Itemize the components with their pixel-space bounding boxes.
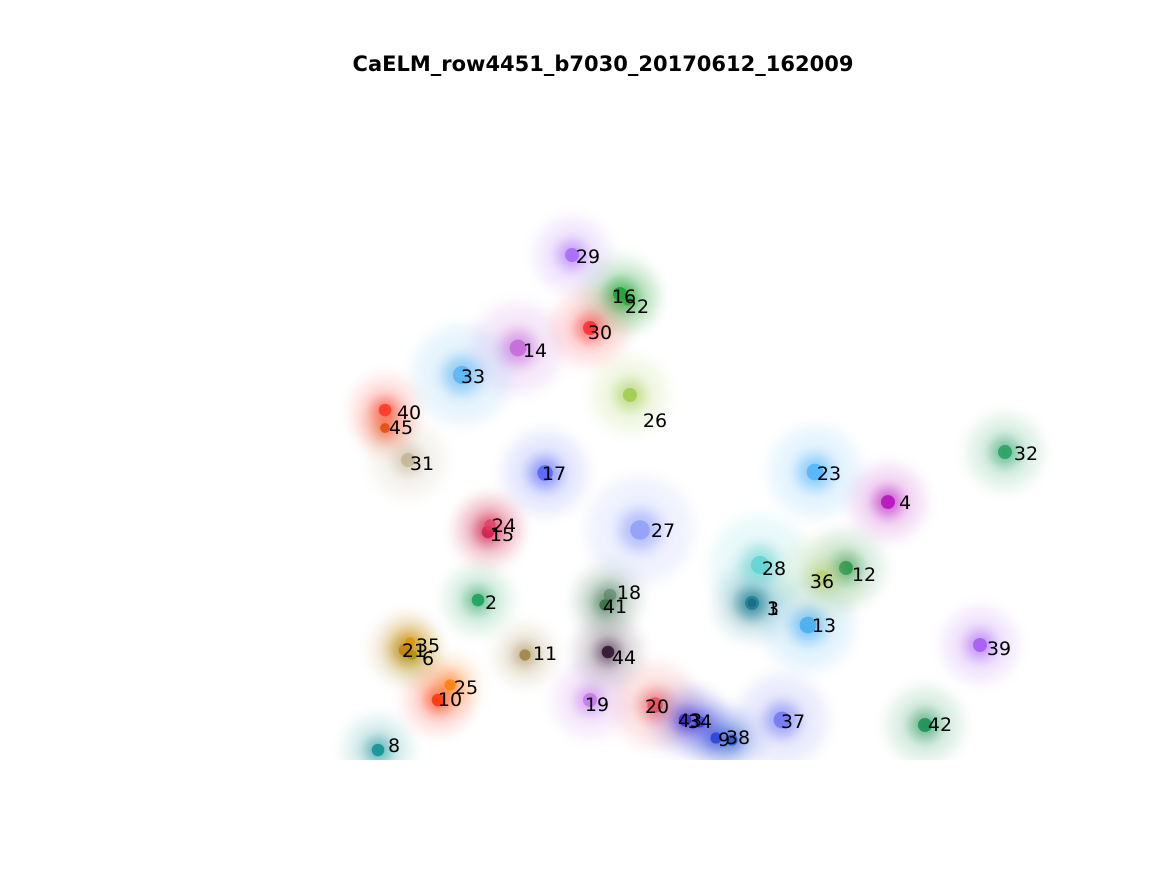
figure-title: CaELM_row4451_b7030_20170612_162009 [353,52,854,76]
cell-label: 28 [762,558,786,580]
cell-label: 35 [416,635,440,657]
cell-label: 3 [767,598,779,620]
cell-24-center [484,519,496,531]
cell-25-center [444,679,456,691]
cell-label: 41 [603,596,627,618]
cell-label: 43 [678,710,702,732]
cell-label: 21 [402,640,426,662]
cell-45-center [380,423,390,433]
cell-43-center [678,713,692,727]
cell-label: 37 [781,711,805,733]
cell-label: 30 [588,322,612,344]
cell-label: 2 [485,592,497,614]
cell-label: 36 [810,571,834,593]
cell-41-center [599,599,611,611]
cell-label: 14 [523,340,547,362]
cell-36-center [814,570,830,586]
cell-label: 27 [651,520,675,542]
cell-14-center [509,339,527,357]
cell-31-center [401,453,415,467]
cell-35-center [405,637,415,647]
cell-label: 22 [625,296,649,318]
cell-label: 9 [718,729,730,751]
cell-label: 4 [899,492,911,514]
cell-label: 33 [461,366,485,388]
cell-19-center [583,693,597,707]
cell-label: 38 [726,727,750,749]
cell-28-center [750,555,770,575]
cell-label: 16 [612,286,636,308]
cell-2-center [471,593,485,607]
cell-label: 29 [576,246,600,268]
cell-label: 19 [585,694,609,716]
cell-label: 24 [492,515,516,537]
cell-17-center [537,465,553,481]
cell-label: 23 [817,463,841,485]
cell-label: 20 [645,696,669,718]
cell-11-center [519,649,531,661]
cell-label: 15 [490,524,514,546]
cell-32-center [998,445,1012,459]
cell-label: 11 [533,643,557,665]
cell-39-center [973,638,987,652]
cell-label: 17 [542,463,566,485]
cell-label: 32 [1014,443,1038,465]
cell-label: 26 [643,410,667,432]
cell-label: 44 [612,647,636,669]
cell-label: 39 [987,638,1011,660]
cell-38-center [726,734,738,746]
cell-label: 12 [852,564,876,586]
cell-label: 25 [454,677,478,699]
cell-29-center [565,248,579,262]
cell-label: 10 [438,689,462,711]
cell-33-center [452,365,472,385]
cell-22-center [622,294,634,306]
cell-30-center [583,321,597,335]
cell-label: 40 [397,402,421,424]
cell-27-center [630,520,650,540]
cell-blobs [343,217,1043,760]
cell-8-center [371,743,385,757]
cell-label: 31 [410,453,434,475]
cell-label: 6 [422,648,434,670]
cell-44-center [601,645,615,659]
cell-26-center [623,388,637,402]
cell-label: 18 [617,582,641,604]
cell-42-center [918,718,932,732]
cell-label: 42 [928,714,952,736]
cell-label: 13 [812,615,836,637]
cell-23-center [806,463,824,481]
cell-label: 34 [688,711,712,733]
cell-label: 8 [388,735,400,757]
cell-label: 1 [767,598,779,620]
cell-37-center [773,711,791,729]
cell-13-center [799,616,817,634]
cell-4-center [881,495,895,509]
cell-label: 45 [389,417,413,439]
